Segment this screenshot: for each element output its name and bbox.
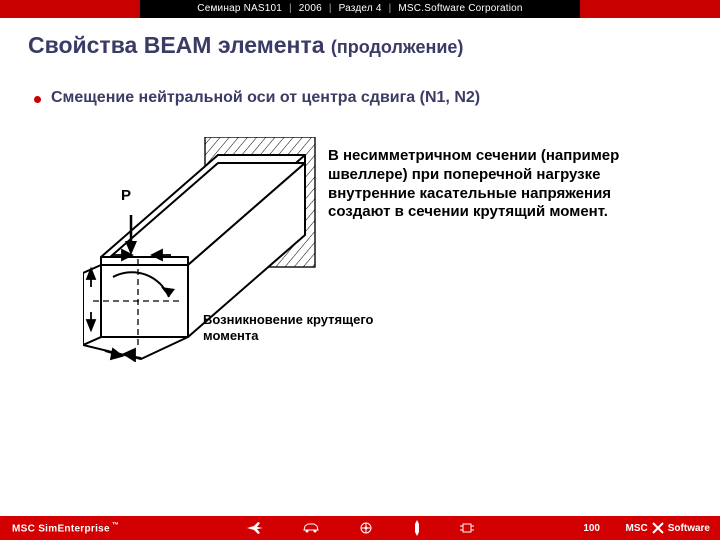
figure-area: P	[28, 127, 692, 397]
rocket-icon	[412, 520, 422, 536]
sep: |	[385, 3, 396, 14]
header-section: Раздел 4	[339, 3, 382, 14]
ship-icon	[358, 521, 374, 535]
bullet-text: Смещение нейтральной оси от центра сдвиг…	[51, 89, 480, 107]
plane-icon	[246, 521, 264, 535]
top-bar-right	[580, 0, 720, 18]
header-seminar: Семинар NAS101	[197, 3, 282, 14]
page-title: Свойства BEAM элемента (продолжение)	[28, 32, 692, 59]
sep: |	[285, 3, 296, 14]
title-main: Свойства BEAM элемента	[28, 32, 331, 58]
sep: |	[325, 3, 336, 14]
bottom-bar: MSC SimEnterprise™ 100 MSC Software	[0, 516, 720, 540]
chip-icon	[460, 521, 474, 535]
brand-right-a: MSC	[626, 523, 648, 534]
figure-caption: Возникновение крутящего момента	[203, 312, 403, 343]
page-number: 100	[583, 523, 600, 534]
top-bar: Семинар NAS101 | 2006 | Раздел 4 | MSC.S…	[0, 0, 720, 18]
brand-left: MSC SimEnterprise™	[0, 522, 119, 534]
pictograms	[246, 520, 474, 536]
brand-right-b: Software	[668, 523, 710, 534]
bullet-dot-icon	[34, 96, 41, 103]
explanation-paragraph: В несимметричном сечении (например швелл…	[328, 147, 668, 222]
header-year: 2006	[299, 3, 322, 14]
brand-left-text: MSC SimEnterprise	[12, 523, 110, 534]
content: Свойства BEAM элемента (продолжение) Сме…	[0, 18, 720, 498]
trademark-icon: ™	[110, 522, 119, 529]
title-sub: (продолжение)	[331, 37, 464, 57]
header-corp: MSC.Software Corporation	[398, 3, 522, 14]
car-icon	[302, 522, 320, 534]
x-logo-icon	[652, 522, 664, 534]
brand-right: MSC Software	[626, 522, 710, 534]
top-bar-left	[0, 0, 140, 18]
top-bar-text: Семинар NAS101 | 2006 | Раздел 4 | MSC.S…	[140, 0, 580, 18]
bullet-row: Смещение нейтральной оси от центра сдвиг…	[34, 89, 692, 107]
